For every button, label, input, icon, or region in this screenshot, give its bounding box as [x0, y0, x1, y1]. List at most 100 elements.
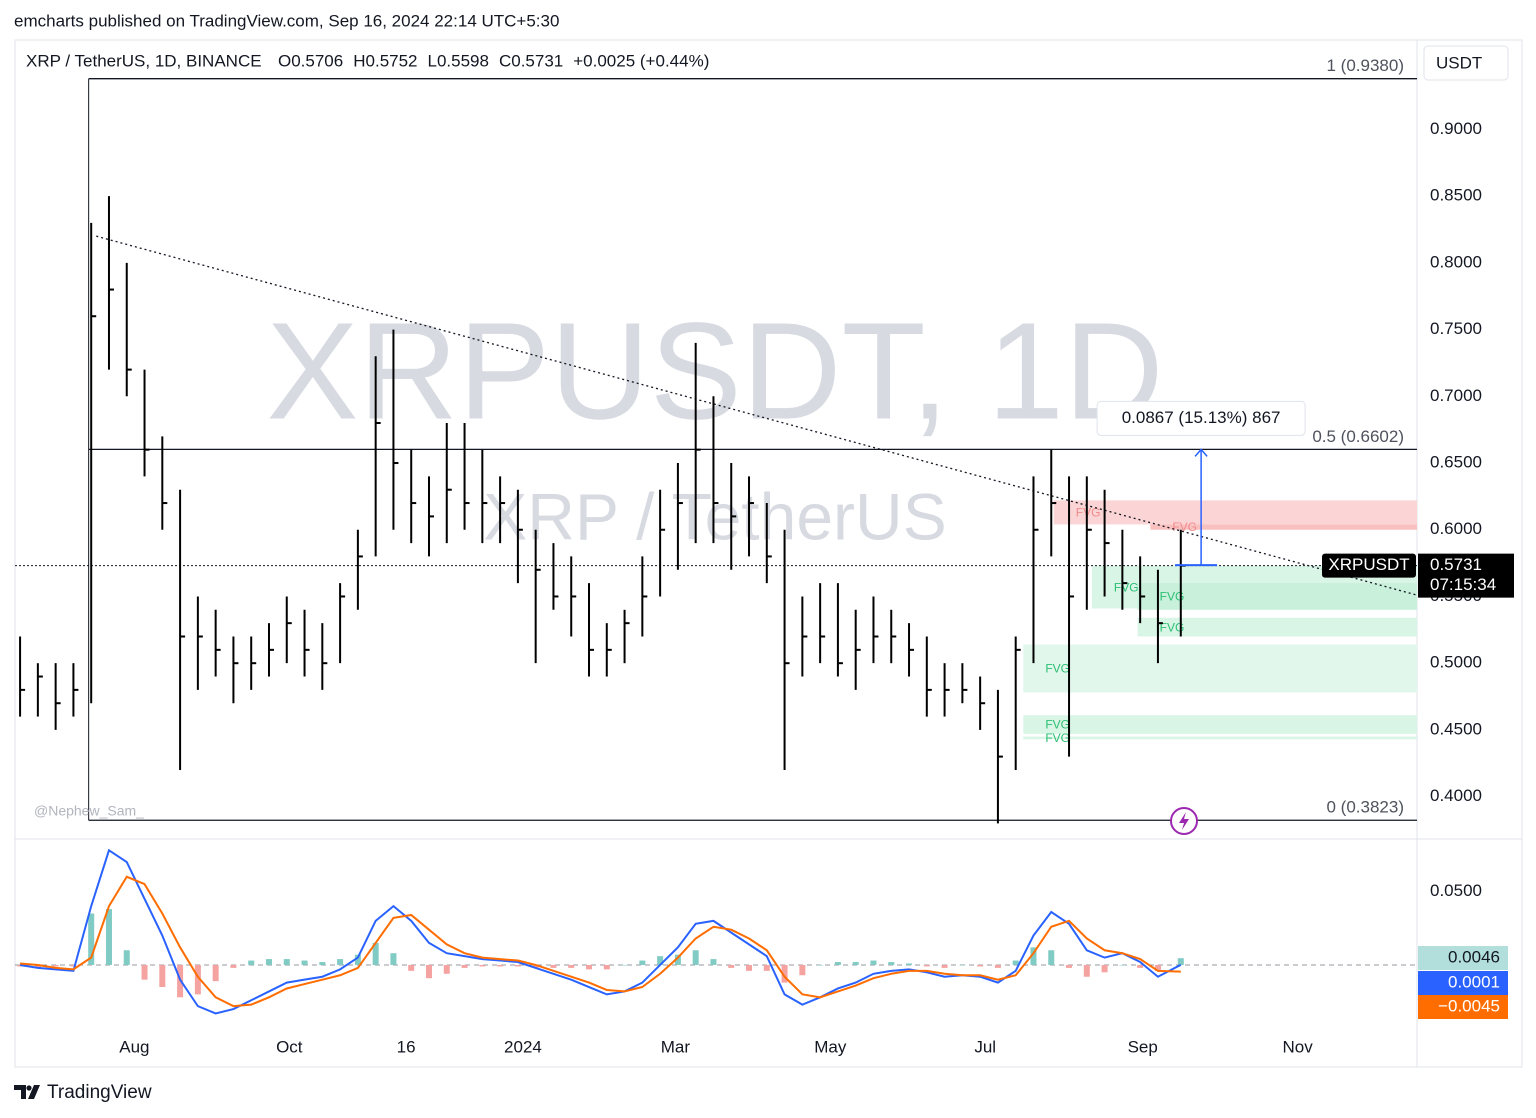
ohlc-value: C0.5731: [499, 51, 563, 70]
currency[interactable]: USDT: [1436, 53, 1482, 72]
ohlc-value: H0.5752: [353, 51, 417, 70]
x-tick-label: Aug: [119, 1037, 149, 1056]
histogram-bar: [425, 964, 432, 979]
measure-box: [1096, 400, 1306, 436]
measure-label: 0.0867 (15.13%) 867: [1122, 408, 1281, 427]
currency-button[interactable]: [1423, 45, 1509, 81]
labels-layer: 0.40000.45000.50000.55000.60000.65000.70…: [119, 56, 1514, 1056]
histogram-bar: [1101, 964, 1108, 973]
fvg-zone: [1023, 644, 1417, 693]
histogram-bar: [408, 964, 415, 971]
trend-line: [96, 235, 1418, 596]
fib-label: 0 (0.3823): [1327, 798, 1405, 817]
histogram-bar: [799, 964, 806, 976]
watermark: XRPUSDT, 1D: [266, 294, 1163, 448]
ohlc-value: +0.0025 (+0.44%): [573, 51, 709, 70]
fvg-label: FVG: [1172, 520, 1197, 534]
histogram-bar: [906, 963, 913, 965]
fib-label: 0.5 (0.6602): [1312, 427, 1404, 446]
histogram-bar: [834, 962, 841, 965]
author: @Nephew_Sam_: [34, 803, 144, 819]
histogram-bar: [230, 964, 237, 968]
histogram-bar: [52, 964, 59, 967]
fvg-label: FVG: [1045, 731, 1070, 745]
brand[interactable]: TradingView: [47, 1082, 152, 1103]
histogram-bar: [461, 964, 468, 968]
fvg-zone: [1137, 617, 1417, 637]
x-tick-label: Mar: [661, 1037, 691, 1056]
y-tick-label: 0.6500: [1430, 453, 1482, 472]
histogram-bar: [550, 964, 557, 968]
histogram-bar: [728, 964, 735, 968]
histogram-bar: [994, 964, 1001, 968]
marks-layer: [17, 196, 1186, 1015]
histogram-bar: [1119, 964, 1126, 966]
histogram-bar: [34, 964, 41, 968]
fvg-zone: [1023, 736, 1417, 740]
histogram-bar: [88, 913, 95, 965]
macd-value-label: −0.0045: [1438, 996, 1500, 1015]
histogram-bar: [212, 964, 219, 982]
y-tick-label: 0.5000: [1430, 653, 1482, 672]
histogram-bar: [70, 964, 77, 967]
histogram-bar: [372, 942, 379, 965]
x-tick-label: Nov: [1283, 1037, 1314, 1056]
histogram-bar: [319, 962, 326, 965]
chart-frame: [14, 39, 1523, 1068]
histogram-bar: [674, 954, 681, 965]
histogram-bar: [692, 950, 699, 965]
symbol-tag: [1322, 553, 1416, 578]
x-tick-label: May: [814, 1037, 847, 1056]
fvg-zone: [1053, 500, 1417, 525]
y-tick-label: 0.9000: [1430, 119, 1482, 138]
histogram-bar: [497, 964, 504, 967]
histogram-bar: [248, 960, 255, 965]
histogram-bar: [763, 964, 770, 971]
histogram-bar: [532, 964, 539, 968]
histogram-bar: [959, 964, 966, 966]
fib-label: 1 (0.9380): [1327, 56, 1405, 75]
histogram-bar: [781, 964, 788, 983]
histogram-bar: [1012, 960, 1019, 965]
fvg-zone: [1150, 524, 1417, 530]
fvg-label: FVG: [1160, 590, 1185, 604]
histogram-bar: [514, 964, 521, 967]
histogram-bar: [159, 964, 166, 988]
histogram-bar: [603, 964, 610, 970]
measure-head: [1194, 448, 1208, 457]
histogram-bar: [746, 964, 753, 971]
fvg-label: FVG: [1114, 580, 1139, 594]
brand-logo[interactable]: TradingView: [14, 1082, 152, 1103]
histogram-bar: [977, 964, 984, 967]
fvg-label: FVG: [1160, 620, 1185, 634]
symbol-title: XRP / TetherUS, 1D, BINANCE: [26, 51, 262, 70]
ohlc-values: O0.5706 H0.5752 L0.5598 C0.5731 +0.0025 (+0.…: [278, 51, 709, 70]
fvg-label: FVG: [1045, 718, 1070, 732]
fvg-label: FVG: [1045, 662, 1070, 676]
fvg-zone: [1023, 715, 1417, 734]
y-tick-label: 0.6000: [1430, 519, 1482, 538]
histogram-bar: [1137, 964, 1144, 968]
histogram-bar: [1154, 964, 1161, 971]
macd-tick-label: 0.0500: [1430, 881, 1482, 900]
histogram-bar: [301, 960, 308, 965]
histogram-bar: [1177, 958, 1184, 965]
price-tag-text: 0.5731: [1430, 555, 1482, 574]
histogram-bar: [141, 964, 148, 980]
x-tick-label: Sep: [1128, 1037, 1158, 1056]
watermark-sub: XRP / TetherUS: [483, 479, 946, 553]
price-tag: [1418, 553, 1514, 598]
histogram-bar: [888, 962, 895, 965]
histogram-bar: [568, 964, 575, 968]
macd-line: [19, 848, 1182, 1015]
y-tick-label: 0.7000: [1430, 386, 1482, 405]
alert-icon[interactable]: [1170, 807, 1198, 835]
histogram-bar: [265, 959, 272, 965]
histogram-bar: [105, 909, 112, 965]
macd-line: [19, 875, 1181, 1008]
histogram-bar: [923, 964, 930, 967]
histogram-bar: [639, 960, 646, 965]
